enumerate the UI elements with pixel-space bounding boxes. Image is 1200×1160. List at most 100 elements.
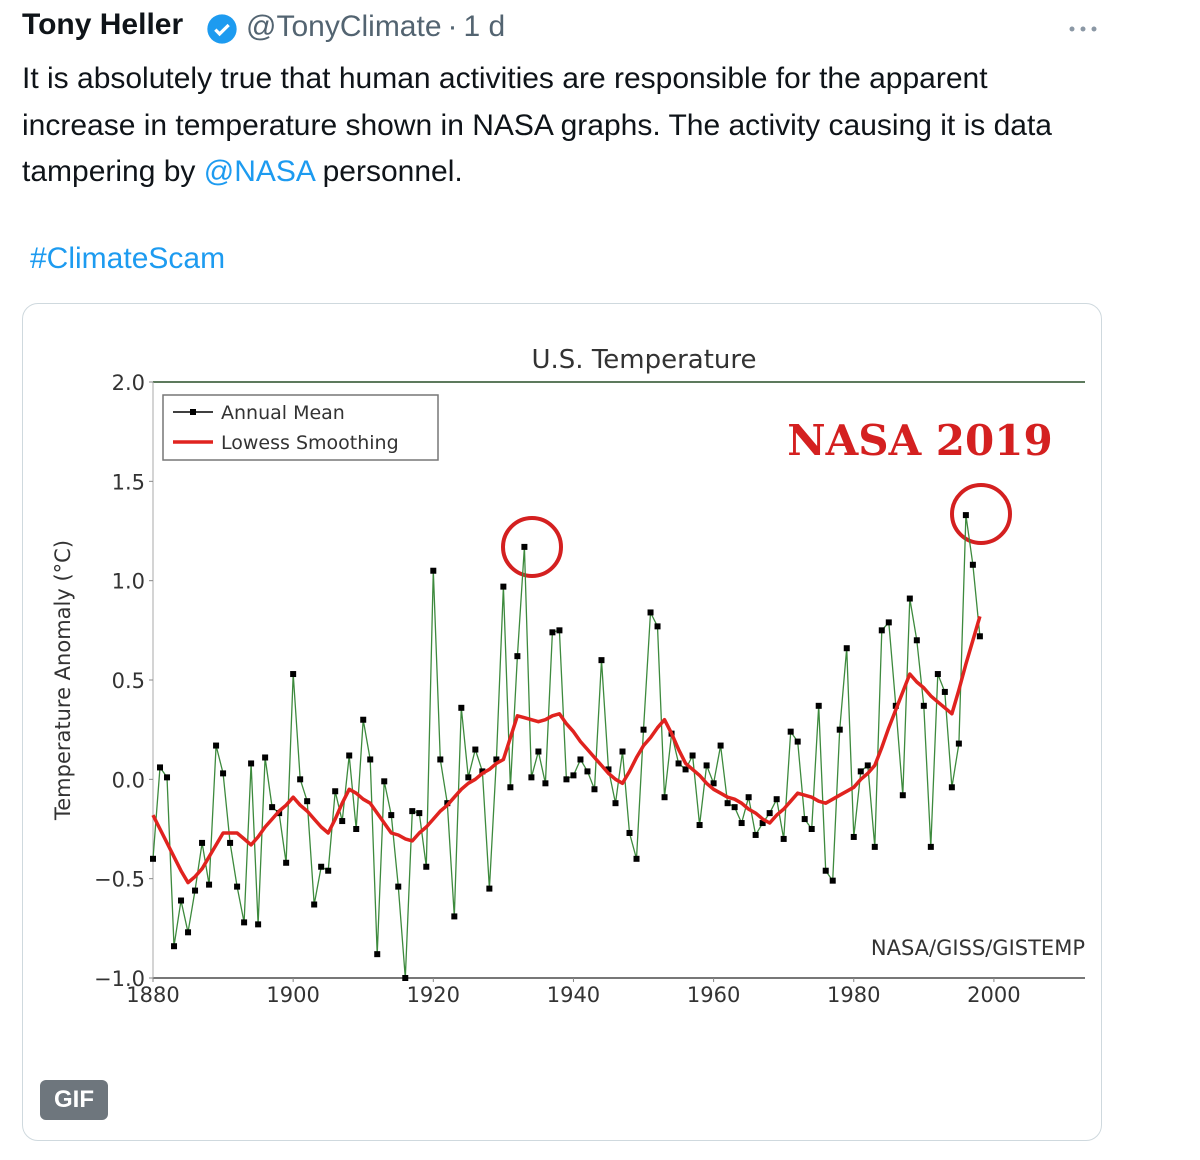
data-point — [829, 877, 836, 884]
data-point — [213, 742, 220, 749]
data-point — [157, 764, 164, 771]
data-point — [752, 831, 759, 838]
data-point — [689, 752, 696, 759]
data-point — [185, 929, 192, 936]
data-point — [822, 867, 829, 874]
data-point — [738, 820, 745, 827]
data-point — [885, 619, 892, 626]
tweet-text: It is absolutely true that human activit… — [22, 56, 1102, 196]
data-point — [591, 786, 598, 793]
data-point — [836, 726, 843, 733]
series-line — [151, 615, 982, 885]
data-point — [402, 975, 409, 981]
data-point — [794, 738, 801, 745]
series-line — [152, 514, 981, 979]
author-handle[interactable]: @TonyClimate — [246, 10, 442, 43]
y-tick-label: 1.5 — [112, 470, 145, 494]
gif-badge: GIF — [40, 1080, 108, 1120]
data-point — [297, 776, 304, 783]
data-point — [640, 726, 647, 733]
author-meta: @TonyClimate · 1 d — [246, 10, 511, 44]
data-point — [227, 839, 234, 846]
text: It is absolutely true that human activit… — [22, 62, 1052, 188]
data-point — [220, 770, 227, 777]
timestamp[interactable]: 1 d — [463, 10, 506, 43]
data-point — [941, 688, 948, 695]
data-point — [465, 774, 472, 781]
data-point — [479, 768, 486, 775]
data-point — [815, 702, 822, 709]
data-point — [549, 629, 556, 636]
data-point — [801, 816, 808, 823]
data-point — [710, 780, 717, 787]
data-point — [388, 812, 395, 819]
data-point — [759, 820, 766, 827]
data-point — [150, 855, 156, 862]
data-point — [164, 774, 171, 781]
data-point — [955, 740, 962, 747]
data-point — [430, 567, 437, 574]
author-name[interactable]: Tony Heller — [22, 8, 184, 41]
data-point — [339, 818, 346, 825]
data-point — [787, 728, 794, 735]
data-point — [514, 653, 521, 660]
data-point — [850, 833, 857, 840]
data-point — [927, 843, 934, 850]
x-tick-label: 1920 — [407, 983, 460, 1007]
data-point — [661, 794, 668, 801]
annotation: NASA 2019 — [787, 416, 1052, 465]
legend-box — [162, 394, 439, 461]
data-point — [325, 867, 332, 874]
mention[interactable]: @NASA — [203, 155, 315, 188]
data-point — [290, 671, 297, 678]
data-point — [934, 671, 941, 678]
data-point — [647, 609, 654, 616]
media-card[interactable] — [22, 303, 1102, 1141]
data-point — [682, 766, 689, 773]
data-point — [871, 843, 878, 850]
data-point — [745, 794, 752, 801]
data-point — [717, 742, 724, 749]
data-point — [724, 800, 731, 807]
highlight-circle — [950, 483, 1012, 545]
x-tick-label: 1960 — [687, 983, 740, 1007]
x-tick-label: 1900 — [266, 983, 319, 1007]
data-point — [780, 835, 787, 842]
data-point — [472, 746, 479, 753]
y-tick-label: 2.0 — [112, 371, 145, 395]
legend-label: Annual Mean — [221, 402, 345, 424]
data-point — [269, 804, 276, 811]
data-point — [381, 778, 388, 785]
data-point — [437, 756, 444, 763]
data-point — [374, 951, 381, 958]
data-point — [304, 798, 311, 805]
data-point — [948, 784, 955, 791]
data-point — [535, 748, 542, 755]
data-point — [556, 627, 563, 634]
data-point — [206, 881, 213, 888]
data-point — [857, 768, 864, 775]
data-point — [766, 810, 773, 817]
data-point — [598, 657, 605, 664]
hashtag[interactable]: #ClimateScam — [30, 242, 226, 275]
data-point — [360, 716, 367, 723]
data-point — [332, 788, 339, 795]
data-point — [255, 921, 262, 928]
data-point — [899, 792, 906, 799]
separator: · — [447, 10, 458, 43]
data-point — [843, 645, 850, 652]
data-point — [920, 702, 927, 709]
data-point — [346, 752, 353, 759]
y-tick-label: −0.5 — [94, 868, 145, 892]
data-point — [731, 804, 738, 811]
data-point — [528, 774, 535, 781]
data-point — [423, 863, 430, 870]
data-point — [234, 883, 241, 890]
data-point — [773, 796, 780, 803]
data-point — [171, 943, 178, 950]
more-button[interactable] — [1068, 24, 1098, 34]
data-point — [906, 595, 913, 602]
chart-title: U.S. Temperature — [531, 345, 756, 375]
